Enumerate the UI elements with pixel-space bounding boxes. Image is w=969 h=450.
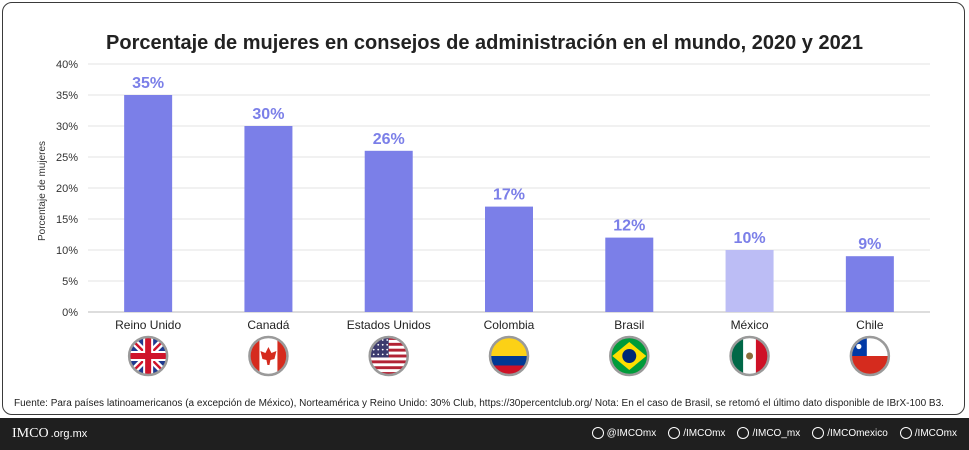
- y-tick-label: 5%: [62, 276, 78, 288]
- data-label: 30%: [252, 106, 284, 123]
- social-handle: /IMCOmx: [683, 427, 726, 439]
- usa-flag-icon: [368, 335, 409, 377]
- canada-flag-icon: [248, 335, 289, 377]
- bar: [244, 126, 293, 312]
- mexico-flag-icon: [729, 335, 770, 377]
- y-tick-label: 30%: [56, 121, 78, 133]
- uk-flag-icon: [127, 335, 169, 377]
- social-handle: /IMCO_mx: [752, 427, 801, 439]
- y-tick-label: 35%: [56, 90, 78, 102]
- category-label: Colombia: [484, 318, 535, 332]
- imco-logo[interactable]: IMCO .org.mx: [12, 426, 88, 441]
- footer-bar: IMCO .org.mx @IMCOmx/IMCOmx/IMCO_mx/IMCOm…: [0, 418, 969, 450]
- bar: [725, 250, 774, 312]
- y-tick-label: 10%: [56, 245, 78, 257]
- y-tick-label: 0%: [62, 307, 78, 319]
- source-note: Fuente: Para países latinoamericanos (a …: [14, 398, 944, 409]
- social-link[interactable]: /IMCOmx: [899, 427, 957, 439]
- data-label: 26%: [373, 131, 405, 148]
- category-label: Reino Unido: [115, 318, 181, 332]
- youtube-icon: [812, 427, 825, 439]
- data-label: 12%: [613, 218, 645, 235]
- social-handle: /IMCOmexico: [827, 427, 888, 439]
- y-tick-label: 25%: [56, 152, 78, 164]
- bar: [485, 206, 533, 312]
- instagram-icon: [737, 427, 750, 439]
- category-label: Estados Unidos: [347, 318, 431, 332]
- data-label: 10%: [734, 230, 766, 247]
- data-label: 35%: [132, 75, 164, 92]
- social-handle: /IMCOmx: [914, 427, 957, 439]
- social-link[interactable]: /IMCOmexico: [812, 427, 888, 439]
- bar: [124, 95, 173, 312]
- category-label: Chile: [856, 318, 884, 332]
- y-axis-label: Porcentaje de mujeres: [37, 141, 48, 241]
- twitter-icon: [591, 427, 604, 439]
- category-label: Brasil: [614, 318, 644, 332]
- colombia-flag-icon: [488, 335, 530, 377]
- data-label: 9%: [858, 236, 881, 253]
- data-label: 17%: [493, 187, 525, 204]
- bar: [845, 256, 894, 312]
- y-tick-label: 15%: [56, 214, 78, 226]
- category-label: México: [731, 318, 769, 332]
- brazil-flag-icon: [609, 335, 650, 377]
- chile-flag-icon: [849, 335, 891, 377]
- bar: [605, 237, 654, 312]
- social-handle: @IMCOmx: [606, 427, 657, 439]
- social-links: @IMCOmx/IMCOmx/IMCO_mx/IMCOmexico/IMCOmx: [591, 427, 957, 439]
- chart-title: Porcentaje de mujeres en consejos de adm…: [106, 32, 863, 54]
- social-link[interactable]: /IMCOmx: [668, 427, 725, 439]
- bar: [364, 150, 413, 312]
- social-link[interactable]: @IMCOmx: [591, 427, 657, 439]
- y-tick-label: 40%: [56, 59, 78, 71]
- linkedin-icon: [899, 427, 912, 439]
- category-label: Canadá: [247, 318, 289, 332]
- facebook-icon: [668, 427, 681, 439]
- bar-chart: 0% 5% 10% 15% 20% 25% 30% 35% 40% 35% Reino Unido…: [37, 59, 930, 377]
- y-tick-label: 20%: [56, 183, 78, 195]
- social-link[interactable]: /IMCO_mx: [737, 427, 800, 439]
